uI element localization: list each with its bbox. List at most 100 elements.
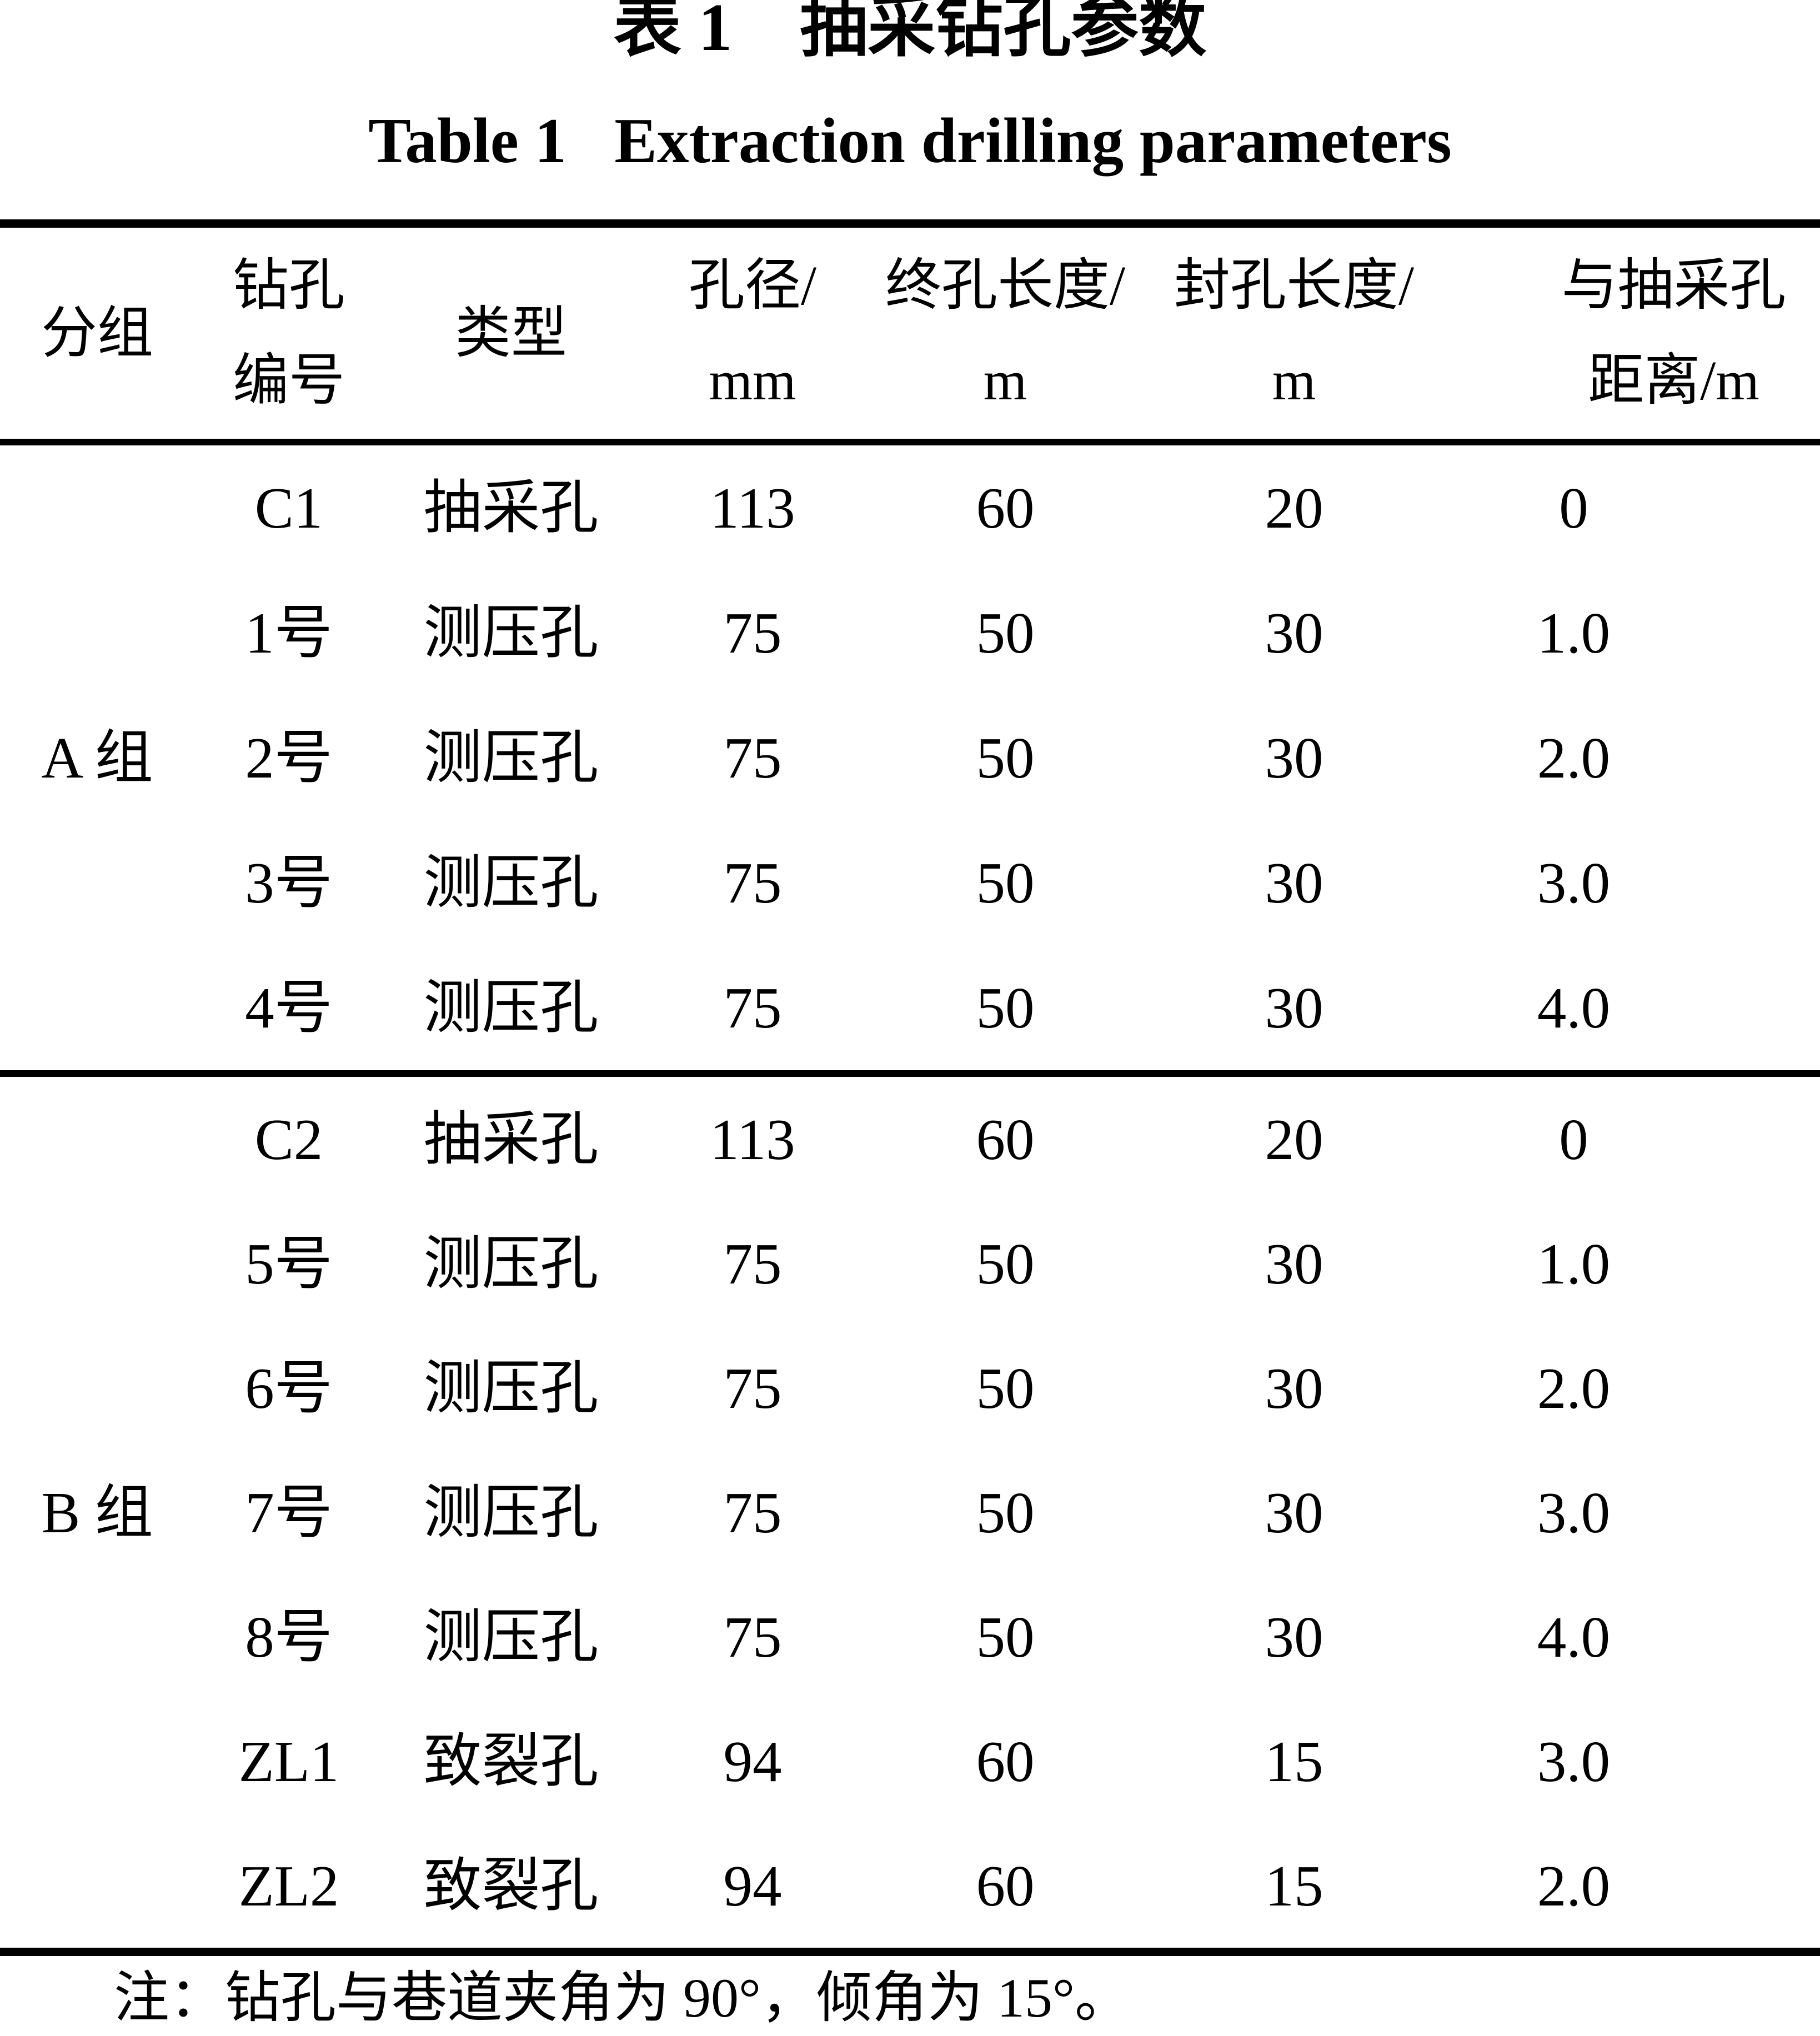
table-cell-hole-diameter: 75	[723, 975, 782, 1040]
table-cell-sealing-length: 20	[1265, 475, 1323, 540]
table-cell-hole-id: 6号	[245, 1355, 333, 1421]
table-cell-final-hole-length: 50	[976, 1480, 1035, 1545]
group-divider-rule	[0, 1070, 1820, 1077]
table-cell-hole-id: 5号	[245, 1231, 333, 1296]
page-title-zh: 表 1 抽采钻孔参数	[613, 0, 1207, 65]
header-line: m	[983, 349, 1027, 412]
header-cell-hole-type: 类型	[383, 228, 639, 439]
table-cell-distance-to-extraction-hole: 1.0	[1537, 600, 1611, 665]
group-label: A 组	[41, 725, 153, 790]
header-cell-distance-to-extraction-hole: 与抽采孔距离/m	[1444, 228, 1820, 439]
table-cell-sealing-length: 20	[1265, 1106, 1323, 1172]
header-line: mm	[709, 349, 796, 412]
table-cell-sealing-length: 30	[1265, 850, 1323, 915]
table-cell-hole-id: 7号	[245, 1480, 333, 1545]
table-cell-hole-type: 测压孔	[423, 1231, 599, 1296]
header-line: 与抽采孔	[1561, 254, 1786, 317]
table-cell-final-hole-length: 60	[976, 475, 1035, 540]
table-cell-hole-diameter: 94	[723, 1853, 782, 1918]
header-cell-hole-id: 钻孔 编号	[194, 228, 383, 439]
table-cell-hole-diameter: 75	[723, 600, 782, 665]
table-cell-distance-to-extraction-hole: 2.0	[1537, 1853, 1611, 1918]
table-top-rule	[0, 219, 1820, 228]
table-cell-final-hole-length: 50	[976, 850, 1035, 915]
table-cell-hole-diameter: 75	[723, 1480, 782, 1545]
table-cell-sealing-length: 15	[1265, 1853, 1323, 1918]
table-cell-hole-diameter: 94	[723, 1728, 782, 1794]
group-label: B 组	[41, 1480, 153, 1545]
table-cell-sealing-length: 30	[1265, 1480, 1323, 1545]
header-line: m	[1272, 349, 1316, 412]
table-cell-final-hole-length: 60	[976, 1853, 1035, 1918]
table-bottom-rule	[0, 1948, 1820, 1956]
table-cell-distance-to-extraction-hole: 3.0	[1537, 850, 1611, 915]
header-line: 终孔长度/	[885, 254, 1126, 317]
header-divider-rule	[0, 439, 1820, 445]
header-line: 封孔长度/	[1174, 254, 1415, 317]
table-cell-hole-id: ZL2	[238, 1853, 339, 1918]
table-cell-hole-type: 抽采孔	[423, 1106, 599, 1172]
table-cell-hole-id: 8号	[245, 1604, 333, 1669]
table-cell-hole-diameter: 113	[710, 475, 795, 540]
header-cell-group: 分组	[0, 228, 194, 439]
table-cell-distance-to-extraction-hole: 2.0	[1537, 725, 1611, 790]
table-cell-hole-diameter: 75	[723, 1355, 782, 1421]
table-footnote: 注：钻孔与巷道夹角为 90°，倾角为 15°。	[114, 1967, 1130, 2029]
table-cell-distance-to-extraction-hole: 0	[1559, 1106, 1588, 1172]
table-cell-final-hole-length: 60	[976, 1728, 1035, 1794]
table-cell-hole-type: 测压孔	[423, 850, 599, 915]
table-cell-distance-to-extraction-hole: 4.0	[1537, 1604, 1611, 1669]
table-cell-hole-diameter: 75	[723, 1604, 782, 1669]
table-cell-distance-to-extraction-hole: 0	[1559, 475, 1588, 540]
table-cell-distance-to-extraction-hole: 4.0	[1537, 975, 1611, 1040]
header-cell-sealing-length: 封孔长度/m	[1144, 228, 1444, 439]
table-cell-hole-diameter: 75	[723, 725, 782, 790]
table-cell-hole-id: 2号	[245, 725, 333, 790]
table-cell-hole-diameter: 75	[723, 850, 782, 915]
table-cell-hole-type: 测压孔	[423, 600, 599, 665]
header-cell-final-hole-length: 终孔长度/m	[866, 228, 1144, 439]
table-cell-hole-id: ZL1	[238, 1728, 339, 1794]
table-cell-final-hole-length: 50	[976, 600, 1035, 665]
table-cell-hole-id: 4号	[245, 975, 333, 1040]
drilling-table: 分组 钻孔 编号 类型 孔径/mm 终孔长度/m 封孔长度/m 与抽采孔 距离/m A 组 C1 抽采…	[0, 228, 1820, 1948]
table-cell-sealing-length: 15	[1265, 1728, 1323, 1794]
table-cell-hole-id: C1	[254, 475, 323, 540]
table-cell-sealing-length: 30	[1265, 975, 1323, 1040]
table-cell-distance-to-extraction-hole: 1.0	[1537, 1231, 1611, 1296]
table-cell-distance-to-extraction-hole: 3.0	[1537, 1728, 1611, 1794]
table-cell-hole-type: 测压孔	[423, 1355, 599, 1421]
table-cell-sealing-length: 30	[1265, 1231, 1323, 1296]
header-line: 编号	[232, 349, 345, 412]
table-cell-hole-type: 抽采孔	[423, 475, 599, 540]
table-cell-distance-to-extraction-hole: 3.0	[1537, 1480, 1611, 1545]
table-cell-sealing-length: 30	[1265, 600, 1323, 665]
table-cell-sealing-length: 30	[1265, 725, 1323, 790]
header-line: 距离/m	[1588, 349, 1759, 412]
table-cell-final-hole-length: 50	[976, 975, 1035, 1040]
table-cell-final-hole-length: 60	[976, 1106, 1035, 1172]
table-cell-hole-type: 测压孔	[423, 1480, 599, 1545]
table-cell-hole-diameter: 75	[723, 1231, 782, 1296]
table-cell-hole-type: 致裂孔	[423, 1728, 599, 1794]
table-cell-final-hole-length: 50	[976, 1355, 1035, 1421]
page-title-en: Table 1 Extraction drilling parameters	[368, 106, 1452, 176]
header-line: 分组	[41, 302, 153, 364]
table-cell-hole-diameter: 113	[710, 1106, 795, 1172]
table-cell-hole-id: C2	[254, 1106, 323, 1172]
table-cell-final-hole-length: 50	[976, 1231, 1035, 1296]
table-cell-final-hole-length: 50	[976, 725, 1035, 790]
header-line: 钻孔	[232, 254, 345, 317]
table-cell-final-hole-length: 50	[976, 1604, 1035, 1669]
table-cell-hole-type: 测压孔	[423, 975, 599, 1040]
header-cell-hole-diameter: 孔径/mm	[639, 228, 866, 439]
header-line: 孔径/	[688, 254, 817, 317]
table-cell-hole-type: 测压孔	[423, 725, 599, 790]
header-line: 类型	[454, 302, 567, 364]
table-cell-sealing-length: 30	[1265, 1604, 1323, 1669]
table-cell-sealing-length: 30	[1265, 1355, 1323, 1421]
table-cell-hole-id: 1号	[245, 600, 333, 665]
table-cell-distance-to-extraction-hole: 2.0	[1537, 1355, 1611, 1421]
table-cell-hole-type: 致裂孔	[423, 1853, 599, 1918]
table-cell-hole-id: 3号	[245, 850, 333, 915]
